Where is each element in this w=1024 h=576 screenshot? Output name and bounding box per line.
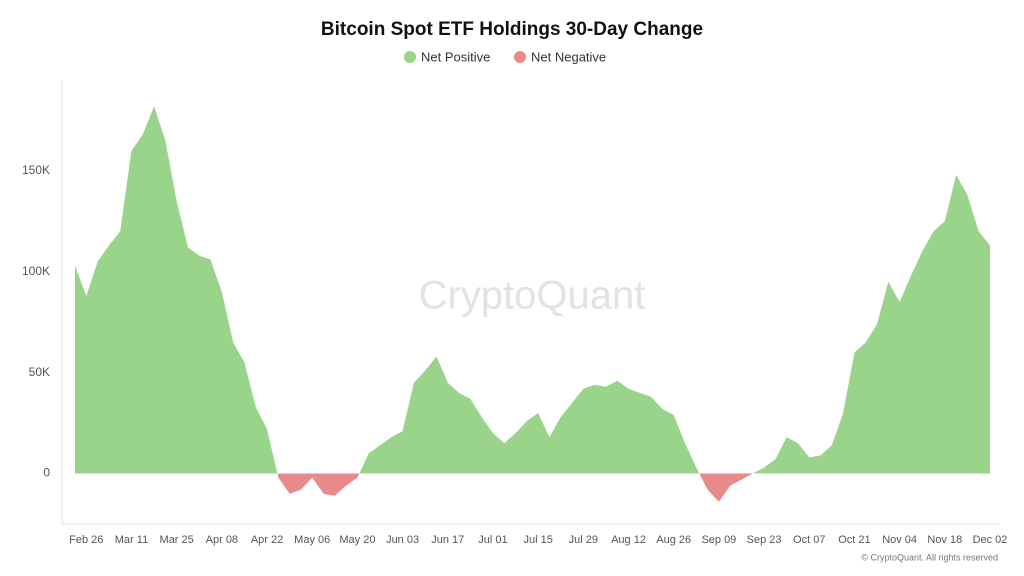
- x-tick-label: Oct 07: [793, 534, 825, 546]
- x-tick-label: Mar 25: [160, 534, 194, 546]
- legend-label: Net Positive: [421, 49, 490, 64]
- y-tick-label: 100K: [22, 264, 50, 278]
- x-tick-label: May 20: [339, 534, 375, 546]
- legend-label: Net Negative: [531, 49, 606, 64]
- area-negative: [277, 473, 753, 502]
- x-tick-label: Jun 03: [386, 534, 419, 546]
- x-tick-label: Sep 23: [747, 534, 782, 546]
- y-tick-label: 150K: [22, 163, 50, 177]
- legend-swatch: [514, 51, 526, 63]
- legend-swatch: [404, 51, 416, 63]
- x-tick-label: Apr 08: [206, 534, 238, 546]
- x-tick-label: Dec 02: [973, 534, 1008, 546]
- x-tick-label: Nov 04: [882, 534, 917, 546]
- x-tick-label: Aug 26: [656, 534, 691, 546]
- x-tick-label: Oct 21: [838, 534, 870, 546]
- x-tick-label: May 06: [294, 534, 330, 546]
- chart-title: Bitcoin Spot ETF Holdings 30-Day Change: [321, 19, 703, 40]
- credit: © CryptoQuant. All rights reserved: [861, 552, 998, 562]
- y-tick-label: 50K: [29, 365, 50, 379]
- x-tick-label: Nov 18: [927, 534, 962, 546]
- area-positive: [75, 106, 990, 474]
- watermark: CryptoQuant: [419, 274, 646, 318]
- y-tick-label: 0: [43, 466, 50, 480]
- x-tick-label: Feb 26: [69, 534, 103, 546]
- x-tick-label: Jul 15: [523, 534, 552, 546]
- x-tick-label: Apr 22: [251, 534, 283, 546]
- x-tick-label: Mar 11: [115, 534, 148, 546]
- x-tick-label: Sep 09: [701, 534, 736, 546]
- x-tick-label: Jul 29: [569, 534, 598, 546]
- x-tick-label: Jul 01: [478, 534, 507, 546]
- x-tick-label: Jun 17: [431, 534, 464, 546]
- x-tick-label: Aug 12: [611, 534, 646, 546]
